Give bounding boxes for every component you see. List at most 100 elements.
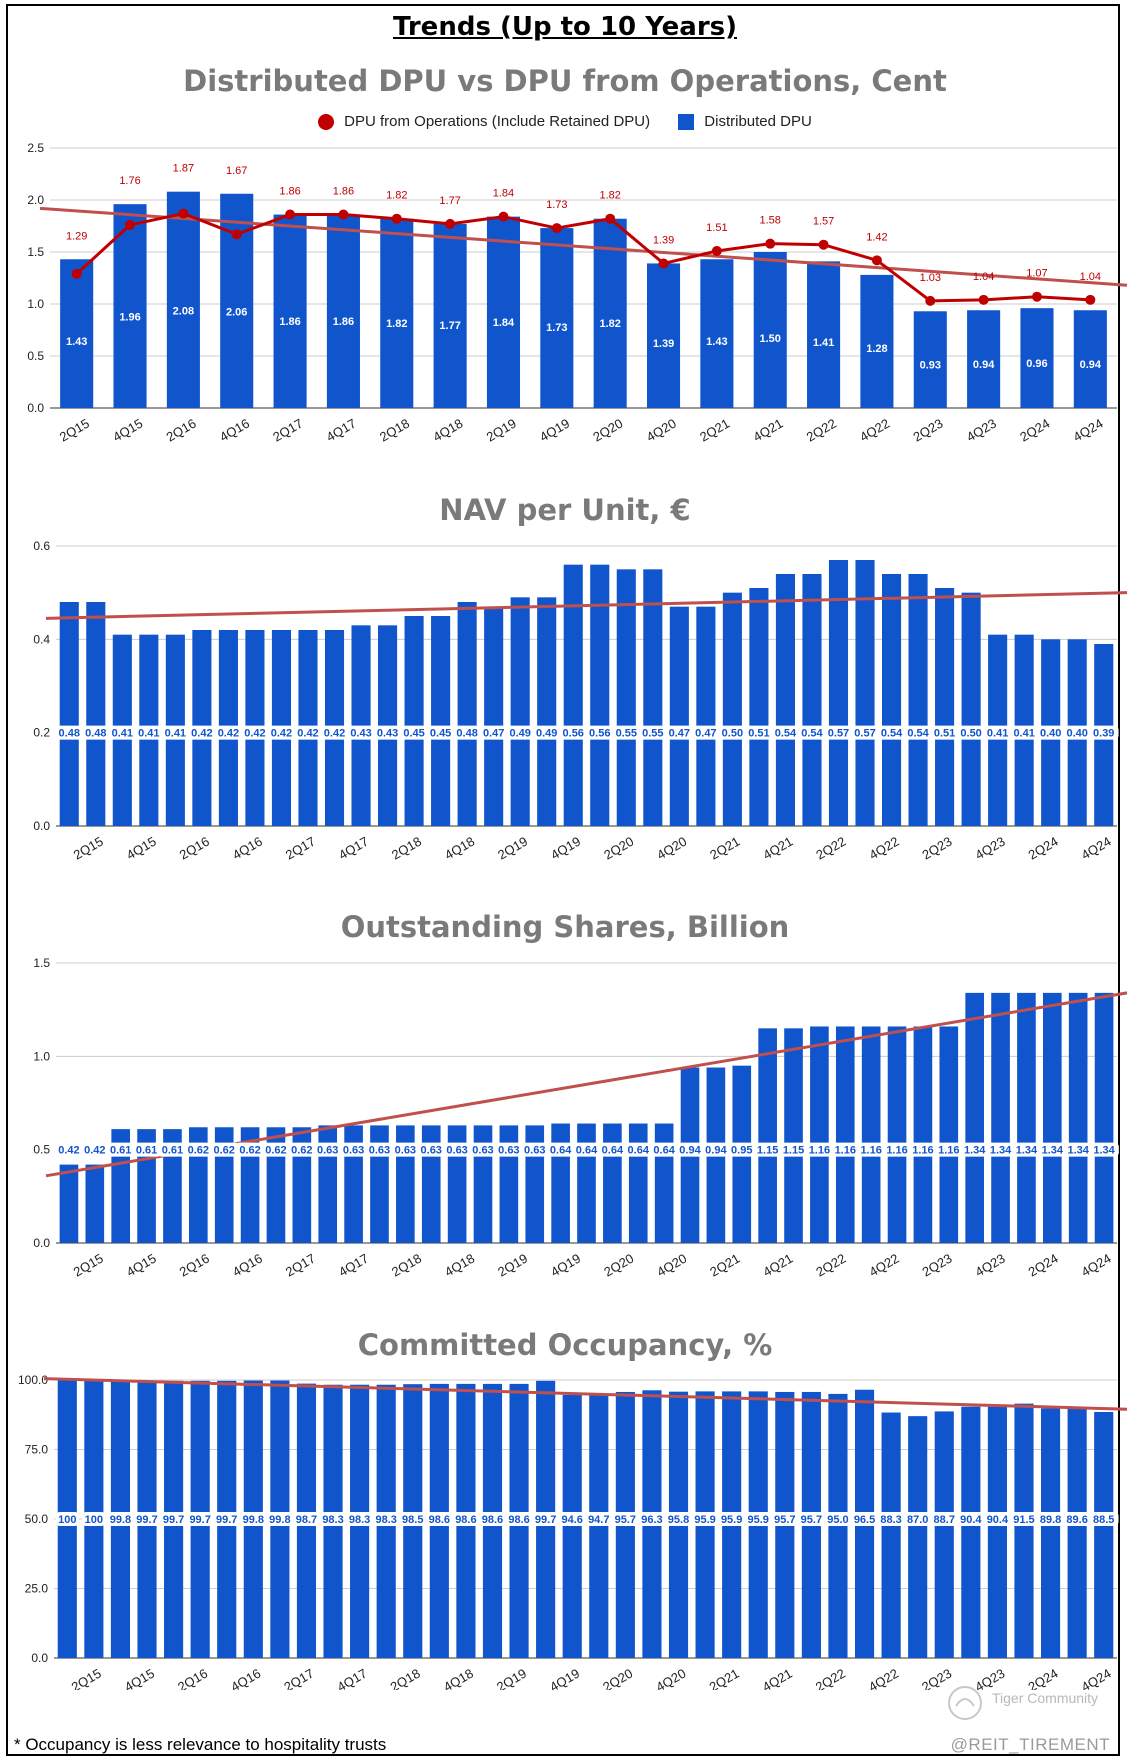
bar-data-label: 0.61 bbox=[136, 1145, 157, 1157]
bar-data-label: 0.56 bbox=[589, 728, 610, 740]
bar-data-label: 0.54 bbox=[775, 728, 797, 740]
x-tick-label: 2Q22 bbox=[813, 834, 848, 863]
bar-data-label: 96.5 bbox=[854, 1514, 875, 1526]
bar-data-label: 1.86 bbox=[279, 316, 300, 328]
bar-data-label: 91.5 bbox=[1013, 1514, 1034, 1526]
bar-data-label: 99.7 bbox=[163, 1514, 184, 1526]
line-data-label: 1.67 bbox=[226, 165, 247, 177]
data-label-bg bbox=[1037, 1142, 1068, 1157]
data-label-bg bbox=[876, 725, 907, 740]
data-label-bg bbox=[830, 1142, 861, 1157]
bar-data-label: 0.51 bbox=[934, 728, 955, 740]
data-label-bg bbox=[319, 725, 350, 740]
bar bbox=[861, 1026, 881, 1243]
bar-data-label: 0.93 bbox=[920, 359, 941, 371]
x-tick-label: 4Q20 bbox=[644, 416, 679, 445]
data-label-bg bbox=[235, 1142, 265, 1157]
x-tick-label: 2Q23 bbox=[920, 834, 955, 863]
x-tick-label: 4Q24 bbox=[1079, 1666, 1114, 1690]
x-tick-label: 2Q15 bbox=[69, 1666, 104, 1690]
bar-data-label: 0.62 bbox=[265, 1145, 286, 1157]
data-label-bg bbox=[160, 725, 191, 740]
bar-data-label: 0.63 bbox=[421, 1145, 442, 1157]
data-label-bg bbox=[1089, 1142, 1119, 1157]
x-tick-label: 2Q21 bbox=[707, 1251, 742, 1280]
bar bbox=[59, 1164, 79, 1243]
bar-data-label: 0.47 bbox=[695, 728, 716, 740]
legend-item-distributed: Distributed DPU bbox=[678, 113, 812, 130]
bar bbox=[1042, 992, 1062, 1243]
line-data-label: 1.87 bbox=[173, 163, 194, 175]
bar bbox=[1067, 1408, 1087, 1658]
legend-label-distributed: Distributed DPU bbox=[704, 113, 812, 130]
bar-data-label: 0.54 bbox=[801, 728, 823, 740]
data-label-bg bbox=[611, 725, 642, 740]
data-label-bg bbox=[929, 1512, 960, 1526]
x-tick-label: 2Q19 bbox=[494, 1666, 529, 1690]
line-point bbox=[551, 223, 562, 234]
x-tick-label: 2Q22 bbox=[804, 416, 839, 445]
bar-data-label: 0.63 bbox=[446, 1145, 467, 1157]
bar-data-label: 0.42 bbox=[244, 728, 265, 740]
data-label-bg bbox=[425, 725, 456, 740]
bar-data-label: 0.41 bbox=[112, 728, 133, 740]
data-label-bg bbox=[312, 1142, 343, 1157]
x-tick-label: 4Q16 bbox=[230, 1251, 265, 1280]
legend-swatch-bar bbox=[678, 113, 695, 130]
bar bbox=[935, 588, 955, 826]
bar bbox=[551, 1123, 570, 1243]
x-tick-label: 4Q18 bbox=[442, 1251, 477, 1280]
line-point bbox=[285, 209, 296, 220]
bar-data-label: 0.95 bbox=[731, 1145, 752, 1157]
bar-data-label: 0.94 bbox=[1080, 359, 1102, 371]
bar-data-label: 90.4 bbox=[987, 1514, 1009, 1526]
bar-data-label: 0.63 bbox=[524, 1145, 545, 1157]
bar bbox=[1017, 992, 1036, 1243]
bar bbox=[807, 261, 841, 408]
bar-data-label: 0.61 bbox=[110, 1145, 131, 1157]
data-label-bg bbox=[1035, 725, 1066, 740]
bar-data-label: 1.15 bbox=[757, 1145, 778, 1157]
bar bbox=[1094, 992, 1114, 1243]
bar bbox=[654, 1123, 674, 1243]
line-data-label: 1.86 bbox=[279, 186, 300, 198]
data-label-bg bbox=[876, 1512, 906, 1526]
bar-data-label: 88.3 bbox=[880, 1514, 901, 1526]
bar bbox=[166, 191, 200, 408]
bar-data-label: 95.9 bbox=[694, 1514, 715, 1526]
data-label-bg bbox=[637, 1512, 667, 1526]
line-data-label: 1.82 bbox=[599, 190, 620, 202]
line-point bbox=[1085, 294, 1096, 305]
bar-data-label: 0.49 bbox=[509, 728, 530, 740]
data-label-bg bbox=[903, 725, 933, 740]
x-tick-label: 4Q16 bbox=[230, 834, 265, 863]
bar-data-label: 1.16 bbox=[912, 1145, 933, 1157]
chart-shares: 0.0 0.5 1.0 1.5 0.42 0.42 0.61 0.61 0.61 0.62 0.62… bbox=[33, 956, 1128, 1280]
x-tick-label: 2Q17 bbox=[270, 416, 305, 445]
x-tick-label: 4Q15 bbox=[124, 1251, 159, 1280]
bar-data-label: 98.3 bbox=[349, 1514, 370, 1526]
bar bbox=[380, 218, 414, 408]
x-tick-label: 2Q18 bbox=[377, 416, 412, 445]
bar-data-label: 0.42 bbox=[271, 728, 292, 740]
bar-data-label: 95.9 bbox=[748, 1514, 769, 1526]
x-tick-label: 2Q20 bbox=[590, 416, 625, 445]
bar bbox=[749, 588, 769, 826]
bar bbox=[510, 597, 530, 826]
x-tick-label: 2Q24 bbox=[1025, 1666, 1060, 1690]
trendline bbox=[45, 591, 1128, 620]
bar bbox=[758, 1028, 777, 1243]
bar bbox=[603, 1123, 622, 1243]
data-label-bg bbox=[504, 1512, 534, 1526]
bar-data-label: 1.34 bbox=[1067, 1145, 1089, 1157]
bar-data-label: 1.41 bbox=[813, 337, 834, 349]
x-tick-label: 4Q20 bbox=[654, 1251, 689, 1280]
bar-data-label: 0.62 bbox=[239, 1145, 260, 1157]
data-label-bg bbox=[929, 725, 960, 740]
data-label-bg bbox=[778, 1142, 809, 1157]
bar bbox=[431, 616, 451, 826]
bar-data-label: 2.06 bbox=[226, 307, 247, 319]
data-label-bg bbox=[82, 1512, 106, 1526]
bar bbox=[700, 259, 734, 408]
x-tick-label: 2Q20 bbox=[601, 834, 636, 863]
